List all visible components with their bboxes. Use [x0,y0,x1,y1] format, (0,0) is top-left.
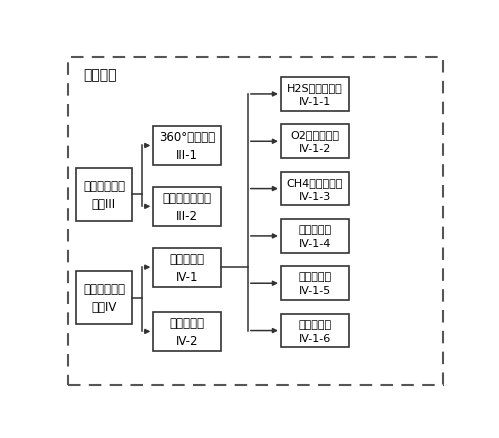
Bar [153,187,221,226]
Bar [281,172,348,206]
Text: 无人机吊舱
IV-2: 无人机吊舱 IV-2 [170,316,205,347]
Bar [153,127,221,166]
Text: 360°自稳云台
III-1: 360°自稳云台 III-1 [159,131,215,162]
Bar [281,219,348,253]
Text: 任务模块: 任务模块 [84,68,117,82]
Text: 电缆故障检测
系统III: 电缆故障检测 系统III [83,180,125,211]
Text: CH4气体传感器
IV-1-3: CH4气体传感器 IV-1-3 [286,177,343,201]
Bar [153,248,221,287]
Text: 双光热成像相机
III-2: 双光热成像相机 III-2 [163,191,212,223]
Text: 隧道环境检测
系统IV: 隧道环境检测 系统IV [83,283,125,313]
Text: O2气体传感器
IV-1-2: O2气体传感器 IV-1-2 [290,130,339,154]
Bar [76,272,132,324]
Bar [76,169,132,221]
Text: 温度传感器
IV-1-4: 温度传感器 IV-1-4 [298,224,331,248]
Text: H2S气体传感器
IV-1-1: H2S气体传感器 IV-1-1 [287,83,343,107]
Bar [153,312,221,351]
Text: 湿度传感器
IV-1-5: 湿度传感器 IV-1-5 [298,272,331,296]
Bar [281,314,348,348]
Bar [281,267,348,300]
Bar [281,78,348,112]
Bar [281,125,348,159]
Text: 传感器模组
IV-1: 传感器模组 IV-1 [170,252,205,283]
Text: 气压传感器
IV-1-6: 气压传感器 IV-1-6 [298,319,331,343]
